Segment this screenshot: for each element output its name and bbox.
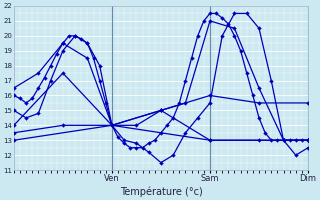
- X-axis label: Température (°c): Température (°c): [120, 186, 202, 197]
